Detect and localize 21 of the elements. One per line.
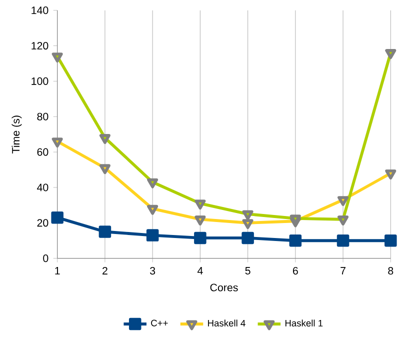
x-tick-label: 3 (150, 267, 156, 275)
x-tick-label: 6 (293, 267, 298, 275)
y-tick-label: 0 (43, 254, 48, 262)
y-tick-label: 100 (32, 77, 48, 85)
legend-label: Haskell 4 (208, 320, 246, 326)
y-tick-label: 80 (37, 112, 48, 120)
legend-label: Haskell 1 (285, 320, 323, 326)
y-tick-label: 40 (37, 184, 48, 192)
x-tick-label: 7 (340, 267, 346, 274)
x-tick-label: 5 (245, 267, 250, 274)
y-tick-label: 60 (37, 148, 48, 156)
legend-label: C++ (151, 320, 168, 326)
x-tick-label: 4 (197, 267, 203, 274)
x-tick-label: 1 (55, 267, 60, 274)
y-tick-label: 120 (32, 42, 48, 50)
x-tick-label: 2 (102, 267, 108, 274)
y-axis-title: Time (s) (12, 116, 22, 154)
y-tick-label: 20 (37, 219, 48, 227)
x-tick-label: 8 (388, 267, 394, 275)
y-tick-label: 140 (32, 6, 48, 14)
x-axis-title: Cores (210, 284, 238, 292)
